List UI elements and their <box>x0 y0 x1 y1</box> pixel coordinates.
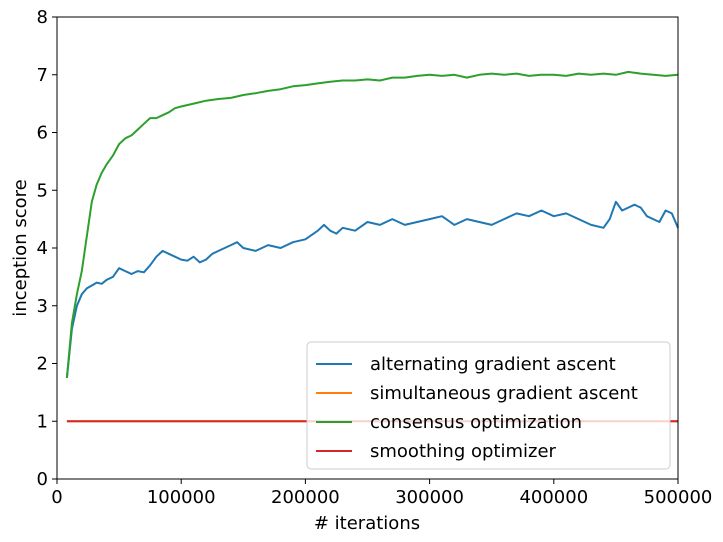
legend-label-0: alternating gradient ascent <box>370 354 616 375</box>
x-tick-label: 500000 <box>644 487 713 508</box>
y-tick-label: 1 <box>37 411 48 432</box>
x-tick-label: 0 <box>51 487 62 508</box>
legend-label-3: smoothing optimizer <box>370 441 557 462</box>
y-axis-ticks: 0 1 2 3 4 5 6 7 8 <box>37 7 57 490</box>
legend-box <box>306 341 671 470</box>
y-tick-label: 5 <box>37 180 48 201</box>
x-tick-label: 300000 <box>395 487 464 508</box>
x-tick-label: 100000 <box>147 487 216 508</box>
series-line-0 <box>65 200 679 379</box>
y-tick-label: 0 <box>37 469 48 490</box>
y-axis-label: inception score <box>10 179 31 316</box>
y-tick-label: 8 <box>37 7 48 28</box>
x-tick-label: 200000 <box>271 487 340 508</box>
legend-label-2: consensus optimization <box>370 412 582 433</box>
series-line-2 <box>65 70 679 378</box>
y-tick-label: 4 <box>37 238 48 259</box>
x-axis-label: # iterations <box>314 513 420 534</box>
y-tick-label: 3 <box>37 296 48 317</box>
legend-label-1: simultaneous gradient ascent <box>370 383 638 404</box>
y-tick-label: 6 <box>37 123 48 144</box>
x-axis-ticks: 0 100000 200000 300000 400000 500000 <box>51 479 712 508</box>
legend: alternating gradient ascent simultaneous … <box>306 341 671 470</box>
y-tick-label: 2 <box>37 354 48 375</box>
y-tick-label: 7 <box>37 65 48 86</box>
x-tick-label: 400000 <box>519 487 588 508</box>
